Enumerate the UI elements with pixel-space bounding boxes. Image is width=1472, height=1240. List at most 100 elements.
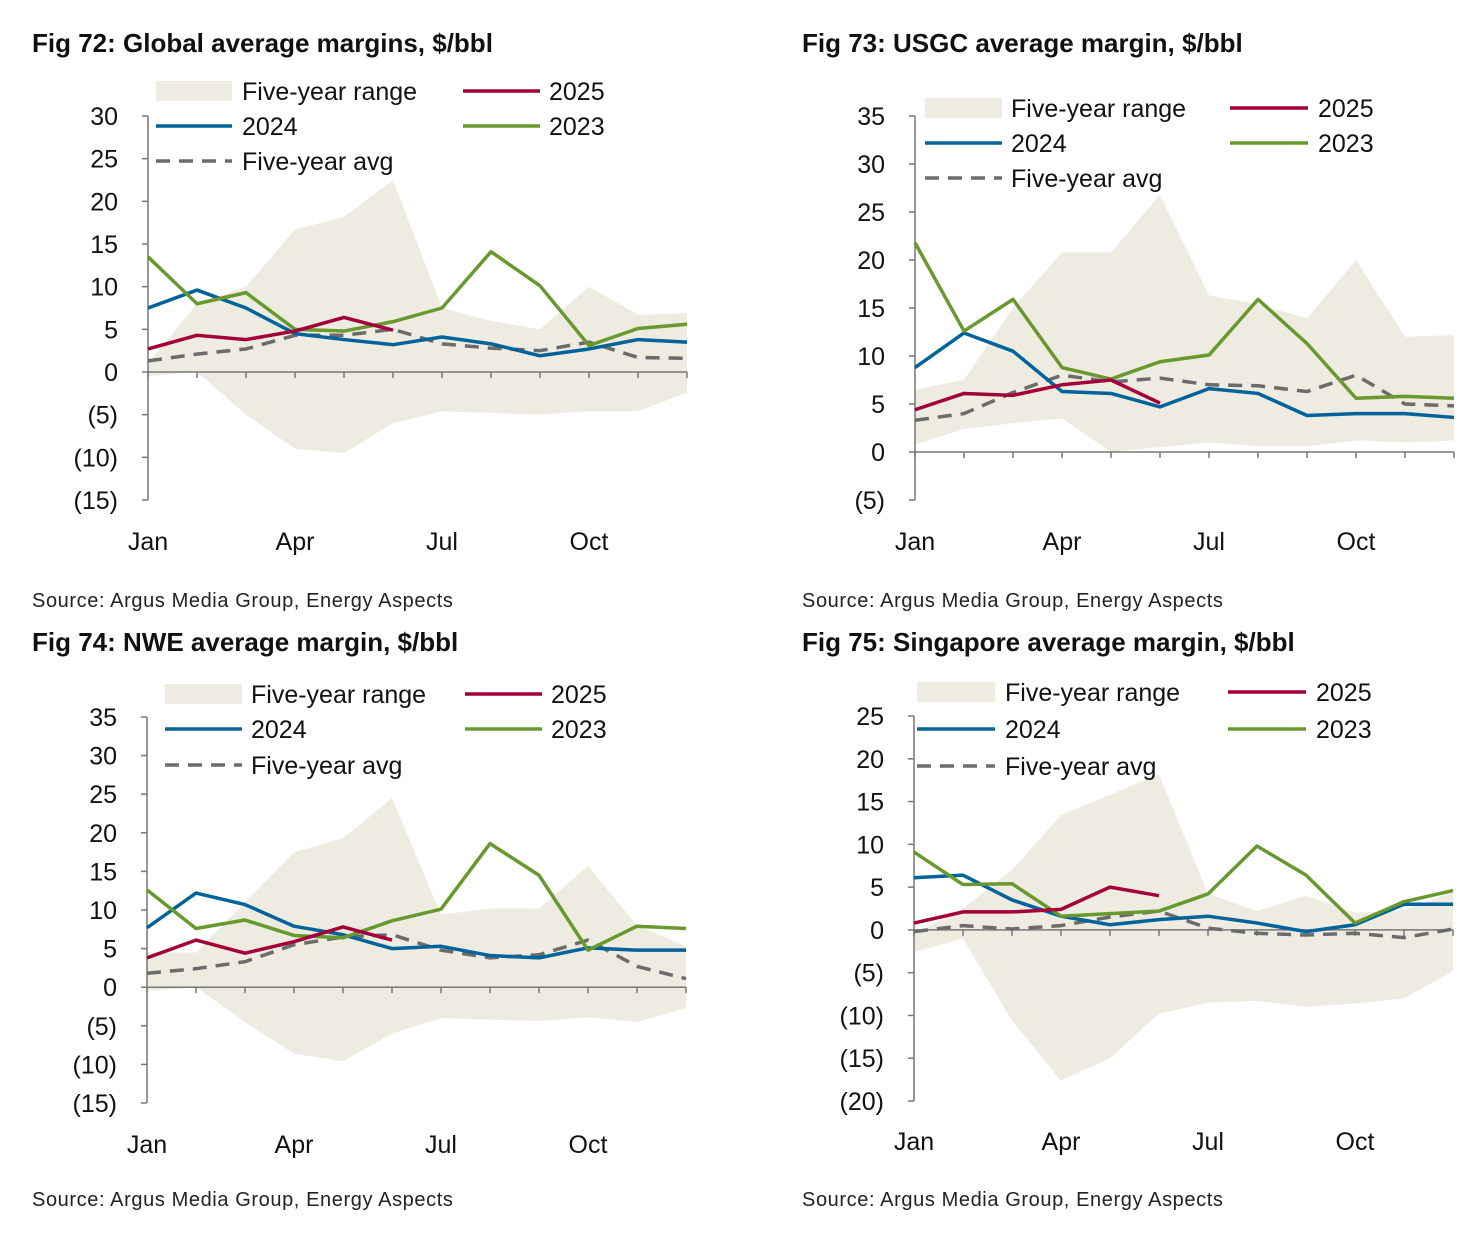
- y-tick-label: 5: [104, 316, 118, 344]
- series-line-2023: [913, 844, 1454, 925]
- legend-label-y2025: 2025: [549, 78, 605, 106]
- series-line-2023: [913, 241, 1455, 400]
- y-tick-label: (5): [853, 960, 884, 988]
- y-tick-label: 5: [871, 391, 885, 419]
- chart-fig73: 35 30 25 20 15 10 5 0 (5) Jan Apr Jul Oct Five-year r…: [854, 95, 1455, 556]
- series-line-2025: [147, 315, 394, 351]
- x-tick-label: Jan: [894, 1128, 934, 1156]
- legend-swatch-five-year-range: [165, 684, 242, 704]
- x-tick-label: Jul: [1193, 528, 1225, 556]
- five-year-range-band: [914, 774, 1453, 1081]
- y-tick-label: 0: [871, 439, 885, 467]
- y-tick-label: 35: [89, 704, 117, 732]
- legend-label-range: Five-year range: [242, 78, 417, 106]
- chart-source-fig73: Source: Argus Media Group, Energy Aspect…: [802, 590, 1224, 612]
- legend-label-avg: Five-year avg: [251, 752, 402, 780]
- x-tick-label: Jul: [426, 528, 458, 556]
- legend-label-y2023: 2023: [1318, 130, 1374, 158]
- y-tick-label: 10: [857, 343, 885, 371]
- series-line-2024: [145, 891, 686, 960]
- y-tick-label: 15: [89, 858, 117, 886]
- y-tick-label: 25: [857, 199, 885, 227]
- x-tick-label: Apr: [1042, 1128, 1081, 1156]
- legend-label-y2024: 2024: [1005, 716, 1061, 744]
- x-tick-label: Apr: [276, 528, 315, 556]
- x-tick-label: Jul: [1192, 1128, 1224, 1156]
- y-tick-label: 15: [857, 295, 885, 323]
- chart-title-fig75: Fig 75: Singapore average margin, $/bbl: [802, 627, 1295, 657]
- y-tick-label: (5): [87, 402, 118, 430]
- y-tick-label: 30: [857, 151, 885, 179]
- y-tick-label: (10): [74, 444, 118, 472]
- y-tick-label: 15: [856, 789, 884, 817]
- y-tick-label: (15): [73, 1090, 117, 1118]
- legend-label-y2025: 2025: [1316, 679, 1372, 707]
- legend-label-range: Five-year range: [1011, 95, 1186, 123]
- legend-label-range: Five-year range: [1005, 679, 1180, 707]
- y-tick-label: (10): [73, 1051, 117, 1079]
- y-tick-label: 30: [90, 103, 118, 131]
- x-tick-label: Jul: [425, 1131, 457, 1159]
- series-line-2023: [145, 841, 687, 952]
- legend-label-avg: Five-year avg: [242, 148, 393, 176]
- y-tick-label: (15): [840, 1045, 884, 1073]
- chart-title-fig74: Fig 74: NWE average margin, $/bbl: [32, 627, 459, 657]
- y-tick-label: 20: [857, 247, 885, 275]
- legend-label-y2023: 2023: [549, 113, 605, 141]
- legend-swatch-five-year-range: [917, 682, 995, 702]
- chart-fig72: 30 25 20 15 10 5 0 (5) (10) (15) Jan Apr Jul Oct Five-…: [74, 78, 688, 556]
- y-tick-label: 0: [870, 917, 884, 945]
- y-tick-label: 20: [90, 188, 118, 216]
- chart-title-fig73: Fig 73: USGC average margin, $/bbl: [802, 28, 1243, 58]
- series-line-2024: [913, 331, 1455, 420]
- y-tick-label: 30: [89, 743, 117, 771]
- x-tick-label: Apr: [1043, 528, 1082, 556]
- x-tick-label: Jan: [895, 528, 935, 556]
- chart-source-fig72: Source: Argus Media Group, Energy Aspect…: [32, 590, 454, 612]
- y-tick-label: 25: [856, 703, 884, 731]
- series-line-2025: [913, 885, 1160, 925]
- chart-fig74: 35 30 25 20 15 10 5 0 (5) (10) (15) Jan Apr Jul Oct Fiv…: [73, 681, 687, 1159]
- x-tick-label: Apr: [275, 1131, 314, 1159]
- y-tick-label: 0: [103, 974, 117, 1002]
- y-tick-label: (15): [74, 487, 118, 515]
- y-tick-label: 10: [856, 831, 884, 859]
- x-tick-label: Jan: [128, 528, 168, 556]
- y-tick-label: 10: [89, 897, 117, 925]
- y-tick-label: 10: [90, 274, 118, 302]
- y-tick-label: 25: [89, 781, 117, 809]
- legend-label-y2024: 2024: [1011, 130, 1067, 158]
- legend-label-avg: Five-year avg: [1011, 165, 1162, 193]
- y-tick-label: (10): [840, 1002, 884, 1030]
- y-tick-label: 20: [856, 746, 884, 774]
- legend-label-y2025: 2025: [551, 681, 607, 709]
- y-tick-label: 20: [89, 820, 117, 848]
- y-tick-label: (20): [840, 1088, 884, 1116]
- y-tick-label: 0: [104, 359, 118, 387]
- legend-label-y2023: 2023: [551, 716, 607, 744]
- legend-label-y2023: 2023: [1316, 716, 1372, 744]
- legend-label-avg: Five-year avg: [1005, 753, 1156, 781]
- chart-source-fig74: Source: Argus Media Group, Energy Aspect…: [32, 1189, 454, 1211]
- series-line-2024: [147, 288, 688, 358]
- y-tick-label: (5): [854, 487, 885, 515]
- chart-title-fig72: Fig 72: Global average margins, $/bbl: [32, 28, 493, 58]
- legend-label-range: Five-year range: [251, 681, 426, 709]
- y-tick-label: 15: [90, 231, 118, 259]
- chart-source-fig75: Source: Argus Media Group, Energy Aspect…: [802, 1189, 1224, 1211]
- y-tick-label: 5: [870, 874, 884, 902]
- legend-label-y2025: 2025: [1318, 95, 1374, 123]
- y-tick-label: 25: [90, 146, 118, 174]
- x-tick-label: Oct: [570, 528, 609, 556]
- x-tick-label: Oct: [1336, 1128, 1375, 1156]
- series-line-2023: [146, 249, 688, 348]
- x-tick-label: Oct: [569, 1131, 608, 1159]
- chart-fig75: 25 20 15 10 5 0 (5) (10) (15) (20) Jan Apr Jul Oct Fiv…: [840, 679, 1454, 1156]
- legend-label-y2024: 2024: [242, 113, 298, 141]
- series-line-2025: [146, 925, 393, 960]
- legend-swatch-five-year-range: [156, 81, 232, 101]
- y-tick-label: 5: [103, 936, 117, 964]
- y-tick-label: 35: [857, 103, 885, 131]
- x-tick-label: Jan: [127, 1131, 167, 1159]
